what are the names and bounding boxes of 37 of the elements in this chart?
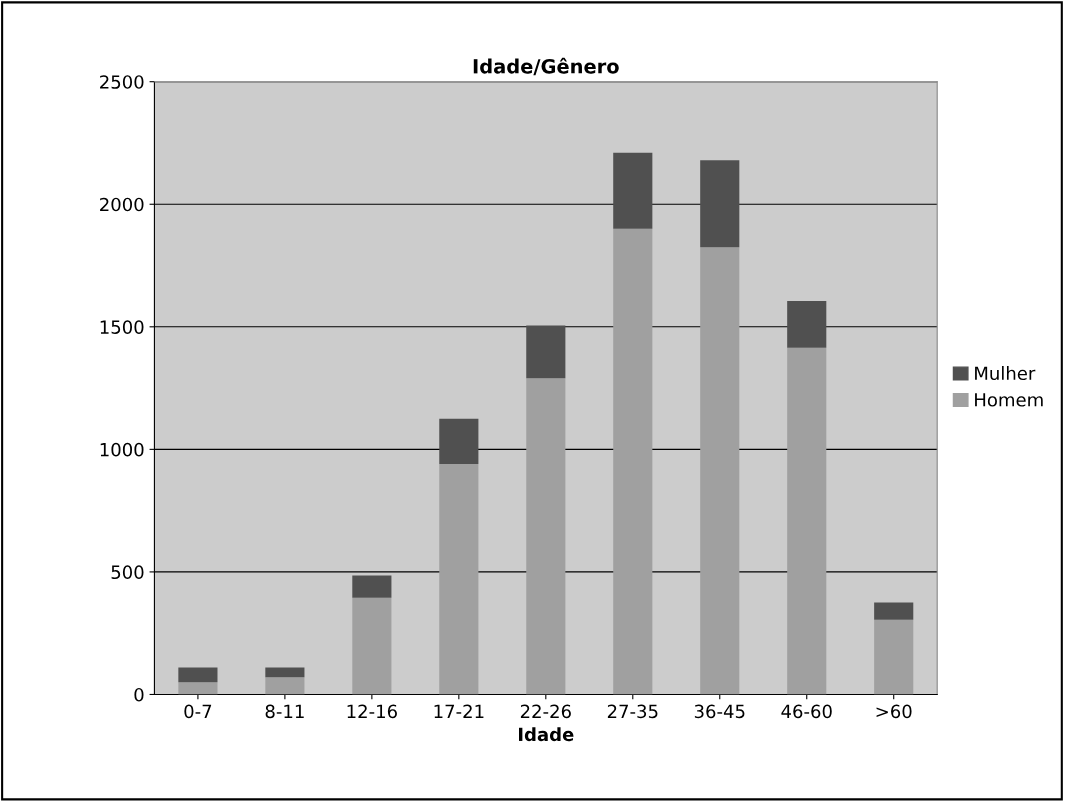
x-axis-title: Idade [518,727,574,742]
bar [787,347,827,695]
y-tick-label: 1000 [100,442,144,457]
x-tick-label: 36-45 [694,704,745,719]
x-tick-label: 17-21 [434,704,484,718]
bar [787,301,827,348]
x-tick-label: 27-35 [607,704,658,719]
bar [265,677,305,695]
bar [613,152,653,229]
x-tick-label: 12-16 [347,704,397,719]
bar [700,247,740,695]
bar [352,575,392,598]
bar [526,378,566,695]
x-tick-label: 22-26 [520,704,571,719]
x-tick-label: >60 [876,704,912,719]
bar [613,228,653,695]
legend-label: Homem [975,393,1043,407]
bar [874,619,914,695]
x-tick-label: 0-7 [184,704,212,719]
x-tick-label: 46-60 [781,704,832,719]
y-tick-label: 2500 [100,75,144,89]
bar [352,597,392,695]
bar [178,667,218,683]
bar [439,418,479,465]
bar [874,602,914,620]
bar [178,682,218,695]
bar [700,160,740,248]
x-tick-label: 8-11 [265,704,304,719]
y-tick-label: 2000 [100,197,144,212]
chart-title: Idade/Gênero [473,57,619,76]
y-tick-label: 500 [111,565,144,580]
legend-label: Mulher [975,366,1036,381]
y-tick-label: 0 [134,687,144,702]
bar [526,325,566,379]
bar [265,667,305,678]
y-tick-label: 1500 [100,320,144,334]
bar [439,464,479,695]
